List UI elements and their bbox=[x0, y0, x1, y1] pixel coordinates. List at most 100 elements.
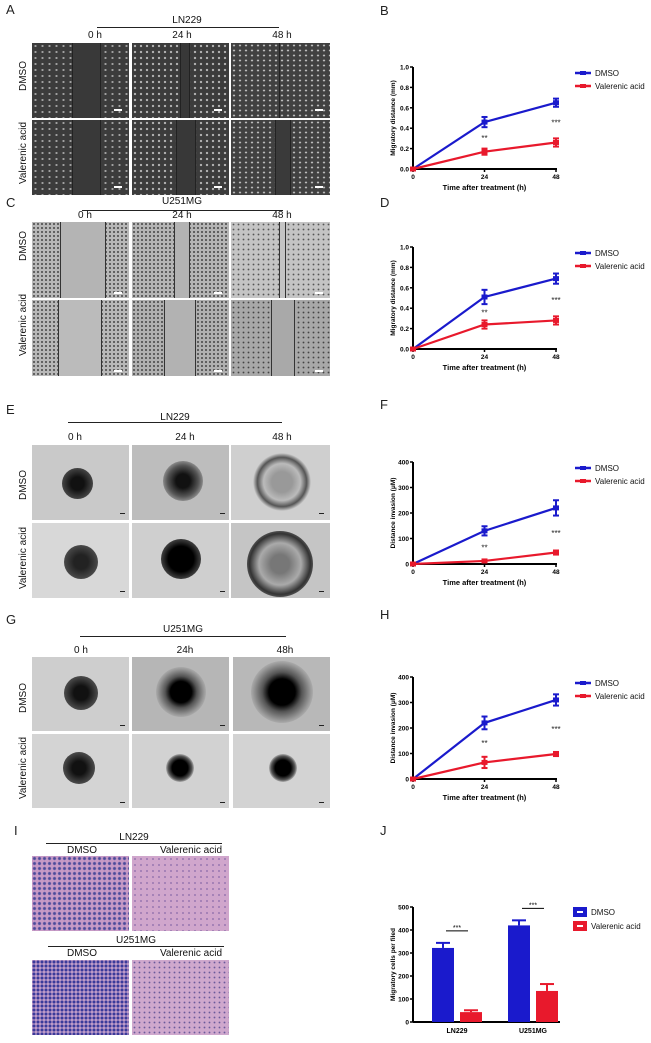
data-point bbox=[481, 528, 488, 534]
micrograph-i-u251mg-va bbox=[132, 960, 229, 1035]
y-tick-label: 0 bbox=[405, 1020, 409, 1027]
micrograph-c-va-0h bbox=[32, 300, 129, 376]
significance-marker: *** bbox=[551, 296, 560, 305]
group-divider bbox=[68, 422, 282, 423]
x-tick-label: 0 bbox=[411, 569, 415, 576]
row-label: Valerenic acid bbox=[18, 736, 29, 800]
row-label: Valerenic acid bbox=[18, 293, 29, 357]
significance-marker: ** bbox=[481, 134, 487, 143]
micrograph-e-va-48h bbox=[231, 523, 330, 598]
y-axis-title: Distance invasion (μM) bbox=[390, 478, 397, 549]
panel-letter-j: J bbox=[380, 823, 387, 838]
scale-bar bbox=[114, 370, 122, 372]
column-label: Valerenic acid bbox=[159, 948, 223, 959]
scale-bar bbox=[220, 513, 225, 514]
scale-bar bbox=[120, 513, 125, 514]
y-tick-label: 400 bbox=[398, 675, 409, 682]
time-label: 0 h bbox=[78, 210, 92, 221]
scale-bar bbox=[319, 591, 324, 592]
significance-marker: *** bbox=[453, 925, 461, 932]
legend-label: Valerenic acid bbox=[591, 922, 641, 931]
y-tick-label: 0.0 bbox=[400, 167, 409, 174]
scale-bar bbox=[315, 186, 323, 188]
y-axis-title: Migratory distance (mm) bbox=[390, 260, 397, 336]
legend-label: DMSO bbox=[595, 679, 619, 688]
y-tick-label: 0.2 bbox=[400, 146, 409, 153]
scale-bar bbox=[214, 370, 222, 372]
data-point bbox=[553, 276, 559, 282]
micrograph-g-dmso-48h bbox=[233, 657, 330, 731]
y-tick-label: 300 bbox=[398, 700, 409, 707]
legend-label: Valerenic acid bbox=[595, 692, 645, 701]
data-point bbox=[553, 697, 559, 703]
time-label: 0 h bbox=[68, 432, 82, 443]
scale-bar bbox=[315, 109, 323, 111]
micrograph-a-dmso-48h bbox=[231, 43, 330, 118]
panel-letter-d: D bbox=[380, 195, 390, 210]
column-label: Valerenic acid bbox=[159, 845, 223, 856]
y-tick-label: 100 bbox=[398, 751, 409, 758]
cell-line-label: U251MG bbox=[115, 935, 156, 946]
legend-label: DMSO bbox=[595, 249, 619, 258]
micrograph-i-ln229-dmso bbox=[32, 856, 129, 931]
y-tick-label: 500 bbox=[398, 905, 409, 912]
micrograph-c-va-24h bbox=[132, 300, 229, 376]
x-tick-label: 24 bbox=[481, 174, 489, 181]
scale-bar bbox=[220, 725, 225, 726]
x-tick-label: 0 bbox=[411, 174, 415, 181]
x-axis-title: Time after treatment (h) bbox=[443, 578, 527, 587]
x-axis-title: Time after treatment (h) bbox=[443, 183, 527, 192]
scale-bar bbox=[315, 292, 323, 294]
micrograph-g-dmso-0h bbox=[32, 657, 129, 731]
scale-bar bbox=[120, 802, 125, 803]
legend-label: DMSO bbox=[591, 908, 615, 917]
y-tick-label: 0.0 bbox=[400, 347, 409, 354]
line-chart-migration-ln229: 0.0 0.2 0.4 0.6 0.8 1.0 0 24 48 Time after treatm… bbox=[390, 65, 645, 193]
data-point bbox=[553, 317, 559, 323]
bar-chart-transwell: 0 100 200 300 400 500 Migratory cells per file… bbox=[390, 902, 641, 1035]
micrograph-g-va-0h bbox=[32, 734, 129, 808]
significance-marker: *** bbox=[551, 725, 560, 734]
bar bbox=[460, 1012, 482, 1022]
row-label: Valerenic acid bbox=[18, 526, 29, 590]
line-chart-invasion-ln229: 0 100 200 300 400 0 24 48 Time after treatment (… bbox=[390, 460, 645, 588]
data-point bbox=[481, 759, 488, 765]
data-point bbox=[553, 751, 559, 757]
y-tick-label: 0.6 bbox=[400, 105, 409, 112]
x-tick-label: 48 bbox=[552, 784, 560, 791]
scale-bar bbox=[315, 370, 323, 372]
data-point bbox=[553, 505, 559, 511]
row-label: DMSO bbox=[18, 470, 29, 500]
x-tick-label: 24 bbox=[481, 569, 489, 576]
y-axis-title: Distance invasion (μM) bbox=[390, 693, 397, 764]
micrograph-g-va-48h bbox=[233, 734, 330, 808]
y-tick-label: 0 bbox=[405, 777, 409, 784]
micrograph-a-va-48h bbox=[231, 120, 330, 195]
micrograph-e-dmso-48h bbox=[231, 445, 330, 520]
line-chart-migration-u251mg: 0.0 0.2 0.4 0.6 0.8 1.0 0 24 48 Time after treatm… bbox=[390, 245, 645, 373]
scale-bar bbox=[319, 802, 324, 803]
x-tick-label: U251MG bbox=[519, 1028, 548, 1035]
panel-letter-c: C bbox=[6, 195, 16, 210]
cell-line-label: LN229 bbox=[160, 412, 190, 423]
scale-bar bbox=[114, 186, 122, 188]
panel-letter-a: A bbox=[6, 2, 15, 17]
significance-marker: ** bbox=[481, 308, 487, 317]
y-tick-label: 200 bbox=[398, 974, 409, 981]
group-divider bbox=[46, 843, 222, 844]
data-point bbox=[553, 550, 559, 556]
significance-marker: ** bbox=[481, 544, 487, 553]
group-divider bbox=[80, 636, 286, 637]
scale-bar bbox=[220, 802, 225, 803]
scale-bar bbox=[214, 186, 222, 188]
row-label: DMSO bbox=[18, 61, 29, 91]
bar bbox=[508, 925, 530, 1022]
y-tick-label: 100 bbox=[398, 997, 409, 1004]
legend-label: DMSO bbox=[595, 69, 619, 78]
data-point bbox=[481, 119, 488, 125]
scale-bar bbox=[220, 591, 225, 592]
legend-label: Valerenic acid bbox=[595, 262, 645, 271]
scale-bar bbox=[214, 292, 222, 294]
y-tick-label: 0.6 bbox=[400, 285, 409, 292]
y-tick-label: 300 bbox=[398, 951, 409, 958]
